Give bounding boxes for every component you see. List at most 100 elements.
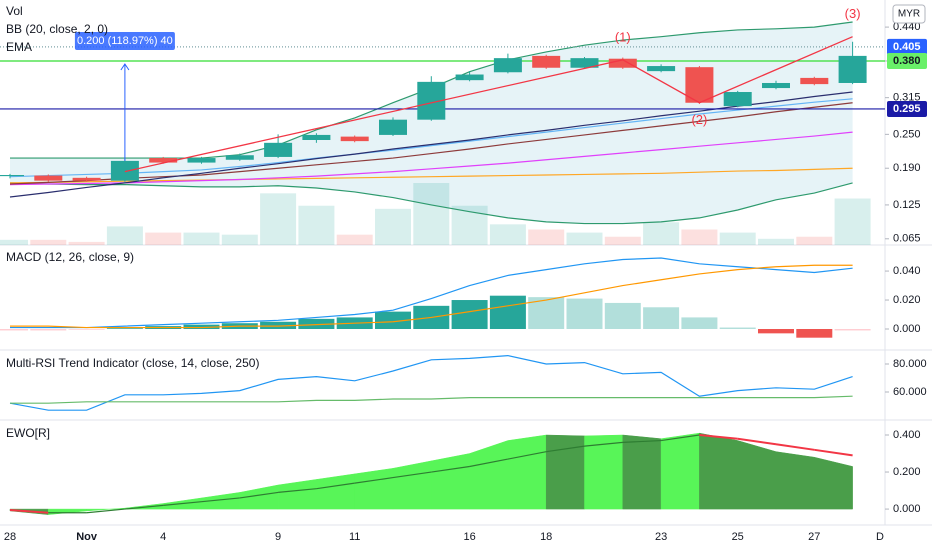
macd-bar [834, 329, 871, 331]
candle-body [723, 92, 752, 107]
candle-body [149, 158, 178, 163]
line [9, 167, 853, 184]
x-tick-label: 16 [463, 531, 475, 543]
price-box-label: 0.380 [893, 55, 921, 67]
ewo-signal [737, 437, 777, 446]
price-box [887, 100, 927, 117]
ewo-signal [814, 448, 853, 457]
volume-bar [375, 208, 411, 245]
macd-bar [106, 328, 143, 329]
candle-body [340, 136, 369, 142]
ewo-area [545, 434, 585, 510]
ewo-area [431, 453, 470, 510]
ewo-signal [507, 451, 547, 460]
price-box-label: 0.405 [893, 41, 921, 53]
macd-bar [643, 307, 680, 329]
ewo-signal [661, 434, 700, 442]
pivot-label: (2) [691, 112, 707, 127]
volume-bar [106, 226, 143, 245]
candle-body [302, 134, 331, 140]
ewo-signal [699, 434, 738, 440]
ewo-signal [9, 509, 49, 514]
y-tick-label: 0.000 [893, 503, 921, 515]
ewo-signal [239, 491, 279, 499]
x-tick-label: 18 [540, 531, 552, 543]
volume-bar [643, 222, 680, 245]
volume-bar [260, 193, 297, 245]
macd-bar [604, 302, 641, 329]
volume-bar [719, 232, 756, 245]
ewo-area [354, 468, 394, 510]
candle-body [647, 66, 676, 72]
macd-bar [68, 329, 105, 330]
candle-body [187, 158, 216, 163]
line [10, 395, 853, 404]
candle-body [570, 58, 599, 68]
ewo-area [622, 434, 662, 510]
candle-body [34, 175, 63, 181]
ewo-area [507, 434, 547, 510]
macd-bar [566, 298, 603, 329]
volume-bar [834, 198, 871, 245]
ewo-signal [431, 465, 470, 473]
x-tick-label: 23 [655, 531, 667, 543]
ewo-area [392, 460, 432, 510]
candle-body [608, 58, 637, 68]
ewo-signal [622, 439, 662, 444]
macd-bar [298, 318, 335, 329]
y-tick-label: 0.400 [893, 429, 921, 441]
y-tick-label: 0.040 [893, 265, 921, 277]
ewo-signal [584, 441, 623, 447]
ewo-area [737, 440, 777, 510]
candle-body [838, 55, 867, 83]
volume-bar [681, 229, 718, 245]
macd-bar [0, 329, 28, 331]
measure-box [74, 32, 175, 50]
volume-bar [413, 183, 450, 245]
macd-bar [183, 324, 220, 329]
candle-body [493, 58, 522, 73]
macd-bar [451, 300, 488, 329]
line [9, 131, 853, 186]
y-tick-label: 0.065 [893, 233, 921, 245]
indicator-label: EMA [6, 40, 32, 54]
volume-bar [0, 239, 28, 245]
y-tick-label: 0.440 [893, 21, 921, 33]
price-box [887, 38, 927, 55]
ewo-signal [278, 488, 317, 494]
measure-label: 0.200 (118.97%) 40 [77, 35, 173, 47]
x-tick-label: 28 [4, 531, 16, 543]
candle-body [72, 177, 101, 181]
y-tick-label: 0.200 [893, 466, 921, 478]
y-tick-label: 0.000 [893, 323, 921, 335]
indicator-label: BB (20, close, 2, 0) [6, 22, 108, 36]
indicator-label: Vol [6, 4, 23, 18]
y-tick-label: 0.020 [893, 294, 921, 306]
currency-label: MYR [898, 9, 920, 20]
x-tick-label: Nov [76, 531, 98, 543]
zigzag-line [124, 36, 853, 173]
candle-body [800, 77, 829, 85]
macd-bar [375, 311, 411, 329]
measure-arrowhead [120, 63, 130, 71]
volume-bar [566, 232, 603, 245]
ewo-signal [546, 445, 585, 453]
candle-body [0, 175, 24, 177]
ewo-signal [469, 458, 509, 468]
volume-bar [221, 234, 258, 245]
price-pane: (1) (2) (3) 0.200 (118.97%) 40 [0, 6, 885, 245]
ewo-signal [86, 508, 125, 514]
x-tick-label: 25 [732, 531, 744, 543]
ewo-signal [124, 504, 164, 510]
macd-bar [260, 321, 297, 329]
ewo-signal [354, 476, 394, 484]
candle-body [762, 82, 790, 89]
y-tick-label: 0.190 [893, 162, 921, 174]
volume-bar [68, 241, 105, 245]
ewo-area [660, 432, 700, 510]
price-box-label: 0.295 [893, 103, 921, 115]
y-tick-label: 0.125 [893, 199, 921, 211]
ewo-area [699, 432, 738, 510]
